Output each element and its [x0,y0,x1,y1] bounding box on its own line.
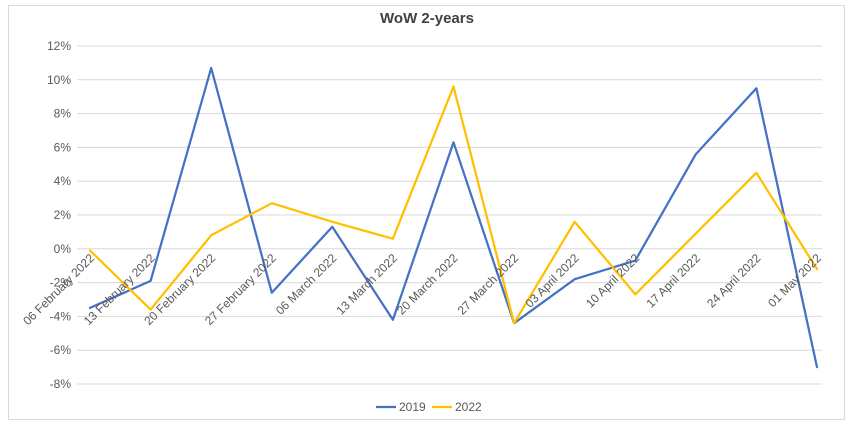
x-tick-label: 06 March 2022 [273,251,340,318]
y-axis-ticks: 12% 10% 8% 6% 4% 2% 0% -2% -4% -6% -8% [47,39,71,391]
series-line-2019 [88,66,819,369]
y-tick-label: 0% [54,242,72,256]
y-tick-label: 6% [54,140,72,154]
y-tick-label: 8% [54,107,72,121]
legend-label-2022: 2022 [455,400,482,414]
y-tick-label: -2% [50,276,72,290]
y-tick-label: -4% [50,309,72,323]
x-tick-label: 10 April 2022 [583,251,643,311]
chart-title: WoW 2-years [380,10,474,27]
gridlines [77,45,822,385]
y-tick-label: 4% [54,174,72,188]
series-line-2022 [88,85,819,325]
y-tick-label: 2% [54,208,72,222]
y-tick-label: -8% [50,377,72,391]
x-tick-label: 17 April 2022 [644,251,704,311]
chart-frame [8,5,845,420]
y-tick-label: 10% [47,73,71,87]
y-tick-label: 12% [47,39,71,53]
y-tick-label: -6% [50,343,72,357]
legend: 2019 2022 [376,400,482,414]
x-tick-label: 24 April 2022 [704,251,764,311]
x-tick-label: 27 March 2022 [455,251,522,318]
legend-label-2019: 2019 [399,400,426,414]
series-lines [88,66,819,369]
x-tick-label: 13 March 2022 [334,251,401,318]
